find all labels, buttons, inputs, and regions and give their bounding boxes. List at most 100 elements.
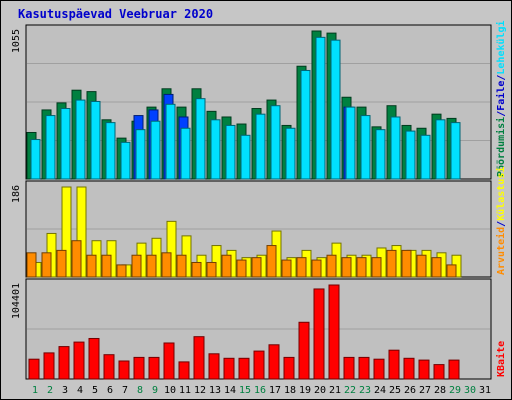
x-tick-label: 20: [314, 385, 326, 396]
bar-bottom-kbaite-18: [283, 356, 295, 380]
bar-bottom-kbaite-5: [88, 337, 100, 380]
bar-top-lehekülgi-13: [210, 119, 221, 180]
legend-label: Arvuteid: [495, 227, 507, 275]
bar-bottom-kbaite-21: [328, 284, 340, 380]
bar-top-lehekülgi-9: [150, 120, 161, 180]
bar-bottom-kbaite-22: [343, 356, 355, 380]
x-tick-label: 15: [239, 385, 251, 396]
bar-bottom-kbaite-27: [418, 359, 430, 380]
y-max-label: 1055: [11, 29, 22, 53]
bar-top-lehekülgi-28: [435, 119, 446, 180]
bar-bottom-kbaite-19: [298, 321, 310, 380]
bar-middle-arvuteid-29: [446, 264, 457, 278]
bar-middle-arvuteid-10: [161, 252, 172, 278]
bar-bottom-kbaite-28: [433, 364, 445, 380]
bar-middle-arvuteid-25: [386, 249, 397, 278]
bar-bottom-kbaite-26: [403, 357, 415, 380]
bar-top-lehekülgi-3: [60, 108, 71, 180]
bar-middle-arvuteid-15: [236, 259, 247, 278]
bar-middle-arvuteid-3: [56, 249, 67, 278]
x-tick-label: 10: [164, 385, 176, 396]
bar-top-lehekülgi-15: [240, 134, 251, 180]
x-tick-label: 3: [62, 385, 68, 396]
legend-top: Pöördumisi/Faile/Lehekülgi: [495, 20, 507, 177]
x-tick-label: 19: [299, 385, 311, 396]
bar-top-lehekülgi-20: [315, 36, 326, 180]
bar-top-lehekülgi-11: [180, 127, 191, 180]
bar-bottom-kbaite-15: [238, 357, 250, 380]
x-tick-label: 5: [92, 385, 98, 396]
x-tick-label: 8: [137, 385, 143, 396]
bar-top-lehekülgi-21: [330, 39, 341, 180]
bar-top-lehekülgi-29: [450, 122, 461, 180]
bar-middle-arvuteid-23: [356, 257, 367, 278]
bar-bottom-kbaite-1: [28, 358, 40, 380]
bar-bottom-kbaite-11: [178, 361, 190, 380]
x-tick-label: 29: [449, 385, 461, 396]
bar-top-lehekülgi-23: [360, 115, 371, 180]
bar-middle-arvuteid-21: [326, 254, 337, 278]
bar-middle-arvuteid-24: [371, 257, 382, 278]
y-max-label: 186: [11, 185, 22, 203]
bar-bottom-kbaite-23: [358, 356, 370, 380]
x-tick-label: 1: [32, 385, 38, 396]
bar-bottom-kbaite-10: [163, 342, 175, 380]
bar-middle-arvuteid-13: [206, 261, 217, 278]
x-tick-label: 9: [152, 385, 158, 396]
legend-label: /: [496, 221, 507, 227]
x-tick-label: 14: [224, 385, 236, 396]
x-tick-label: 22: [344, 385, 356, 396]
bar-middle-arvuteid-14: [221, 254, 232, 278]
x-tick-label: 6: [107, 385, 113, 396]
bar-middle-arvuteid-22: [341, 257, 352, 278]
x-tick-label: 23: [359, 385, 371, 396]
bar-middle-arvuteid-12: [191, 261, 202, 278]
bar-bottom-kbaite-16: [253, 350, 265, 380]
x-tick-label: 17: [269, 385, 281, 396]
bar-middle-arvuteid-28: [431, 257, 442, 278]
legend-label: KBaite: [495, 341, 507, 377]
bar-top-lehekülgi-25: [390, 116, 401, 180]
bar-bottom-kbaite-20: [313, 288, 325, 380]
legend-label: Lehekülgi: [495, 20, 507, 74]
legend-bottom: KBaite: [495, 341, 507, 377]
bar-middle-arvuteid-6: [101, 254, 112, 278]
bar-middle-arvuteid-1: [26, 252, 37, 278]
bar-top-lehekülgi-6: [105, 122, 116, 180]
bar-bottom-kbaite-9: [148, 356, 160, 380]
bar-middle-arvuteid-27: [416, 254, 427, 278]
bar-top-lehekülgi-22: [345, 106, 356, 180]
legend-label: /: [496, 75, 507, 81]
x-tick-label: 28: [434, 385, 446, 396]
bar-bottom-kbaite-7: [118, 360, 130, 380]
bar-bottom-kbaite-24: [373, 358, 385, 380]
bar-bottom-kbaite-29: [448, 359, 460, 380]
bar-middle-arvuteid-2: [41, 252, 52, 278]
x-tick-label: 4: [77, 385, 83, 396]
x-tick-label: 21: [329, 385, 341, 396]
bar-top-lehekülgi-27: [420, 134, 431, 180]
bar-middle-arvuteid-8: [131, 254, 142, 278]
bar-middle-arvuteid-7: [116, 264, 127, 278]
bar-bottom-kbaite-2: [43, 352, 55, 380]
bar-bottom-kbaite-8: [133, 356, 145, 380]
bar-top-lehekülgi-14: [225, 124, 236, 180]
bar-bottom-kbaite-25: [388, 349, 400, 380]
bar-top-lehekülgi-1: [30, 139, 41, 180]
x-tick-label: 2: [47, 385, 53, 396]
x-tick-label: 12: [194, 385, 206, 396]
chart-title: Kasutuspäevad Veebruar 2020: [18, 7, 214, 21]
bar-bottom-kbaite-12: [193, 336, 205, 380]
bar-middle-arvuteid-11: [176, 254, 187, 278]
legend-label: Faile: [495, 81, 507, 111]
bar-top-lehekülgi-16: [255, 113, 266, 180]
legend-label: Külastusi: [495, 167, 507, 221]
x-tick-label: 30: [464, 385, 476, 396]
bar-top-lehekülgi-8: [135, 129, 146, 180]
bar-middle-arvuteid-16: [251, 257, 262, 278]
x-tick-label: 27: [419, 385, 431, 396]
bar-bottom-kbaite-4: [73, 341, 85, 380]
bar-middle-arvuteid-18: [281, 259, 292, 278]
bar-top-lehekülgi-12: [195, 98, 206, 180]
